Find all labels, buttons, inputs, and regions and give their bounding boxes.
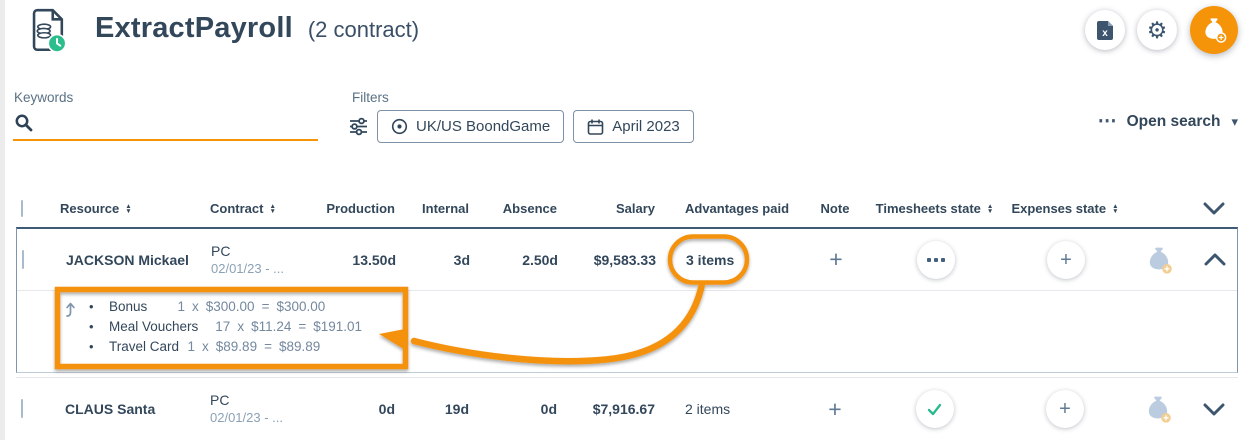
- internal-value: 3d: [453, 251, 470, 268]
- advantage-item: • Travel Card 1 x $89.89 = $89.89: [89, 339, 321, 354]
- column-header-salary: Salary: [615, 201, 655, 216]
- filter-chip-agency[interactable]: UK/US BoondGame: [377, 110, 565, 143]
- sort-icon[interactable]: ▲ ▼: [1112, 202, 1119, 215]
- add-expense-button[interactable]: +: [1047, 240, 1085, 279]
- page-edge: [0, 0, 5, 440]
- move-to-top-icon[interactable]: [63, 299, 78, 324]
- contract-type: PC: [211, 242, 231, 259]
- payroll-document-icon: [28, 7, 70, 59]
- sort-icon[interactable]: ▲ ▼: [986, 202, 994, 215]
- search-icon: [14, 113, 34, 138]
- keywords-input[interactable]: [42, 112, 307, 136]
- column-header-production: Production: [326, 201, 395, 216]
- timesheet-validated-button[interactable]: [915, 390, 954, 428]
- plus-icon: +: [1059, 398, 1071, 420]
- table-header-row: Resource ▲ ▼ Contract ▲ ▼ Production Inter…: [16, 190, 1238, 227]
- advantage-items-list: • Bonus 1 x $300.00 = $300.00 • Meal Vou…: [89, 299, 362, 354]
- open-search-label: Open search: [1126, 112, 1221, 130]
- svg-text:x: x: [1102, 28, 1108, 39]
- payroll-table: Resource ▲ ▼ Contract ▲ ▼ Production Inter…: [16, 190, 1238, 440]
- row-checkbox[interactable]: [22, 249, 24, 269]
- page-header: ExtractPayroll (2 contract): [95, 12, 419, 45]
- column-header-advantages: Advantages paid: [685, 201, 790, 216]
- check-icon: [927, 403, 942, 415]
- excel-file-icon: x: [1096, 20, 1113, 40]
- table-row[interactable]: CLAUS Santa PC 02/01/23 - ... 0d 19d 0d …: [16, 377, 1238, 440]
- filter-chips: UK/US BoondGame April 2023: [377, 110, 694, 143]
- column-header-note: Note: [820, 201, 850, 216]
- advantages-detail-panel: • Bonus 1 x $300.00 = $300.00 • Meal Vou…: [17, 290, 1237, 372]
- open-search-button[interactable]: ⋯ Open search ▾: [1098, 110, 1238, 133]
- column-header-resource[interactable]: Resource ▲ ▼: [60, 201, 132, 216]
- gear-icon: ⚙: [1146, 16, 1168, 43]
- add-note-button[interactable]: +: [828, 395, 842, 422]
- column-header-timesheets[interactable]: Timesheets state ▲ ▼: [875, 201, 994, 216]
- advantage-item: • Meal Vouchers 17 x $11.24 = $191.01: [89, 319, 363, 334]
- payroll-bag-icon[interactable]: [1127, 244, 1191, 276]
- column-header-internal: Internal: [422, 201, 469, 216]
- page-title: ExtractPayroll: [95, 12, 293, 44]
- contract-cell: PC 02/01/23 - ...: [211, 243, 324, 277]
- column-header-absence: Absence: [502, 201, 557, 216]
- filter-chip-period[interactable]: April 2023: [573, 110, 694, 143]
- advantages-paid-value[interactable]: 3 items: [686, 251, 735, 268]
- settings-button[interactable]: ⚙: [1137, 10, 1177, 50]
- filter-chip-label: UK/US BoondGame: [416, 118, 551, 135]
- more-dots-icon: [926, 257, 945, 262]
- target-icon: [391, 118, 408, 135]
- bullet-icon: •: [89, 319, 94, 334]
- absence-value: 2.50d: [522, 251, 558, 268]
- salary-value: $9,583.33: [593, 251, 656, 268]
- money-bag-icon: [1205, 18, 1227, 43]
- expand-all-chevron[interactable]: [1190, 202, 1238, 215]
- keywords-underline: [13, 139, 318, 141]
- resource-name: JACKSON Mickael: [66, 251, 189, 268]
- calendar-icon: [587, 119, 604, 135]
- ellipsis-icon: ⋯: [1097, 111, 1117, 132]
- production-value: 0d: [378, 401, 395, 417]
- page-subtitle: (2 contract): [307, 17, 420, 42]
- advantage-item: • Bonus 1 x $300.00 = $300.00: [89, 299, 326, 314]
- bullet-icon: •: [89, 339, 94, 354]
- keywords-label: Keywords: [14, 90, 74, 105]
- plus-icon: +: [1060, 248, 1072, 271]
- export-excel-button[interactable]: x: [1085, 10, 1125, 50]
- sort-icon[interactable]: ▲ ▼: [125, 202, 132, 215]
- add-expense-button[interactable]: +: [1046, 390, 1084, 428]
- row-checkbox[interactable]: [21, 399, 23, 418]
- timesheet-state-button[interactable]: [916, 240, 955, 279]
- contract-type: PC: [210, 392, 230, 408]
- column-header-contract[interactable]: Contract ▲ ▼: [210, 201, 276, 216]
- add-note-button[interactable]: +: [829, 246, 843, 272]
- absence-value: 0d: [540, 401, 557, 417]
- filter-chip-label: April 2023: [612, 118, 680, 135]
- bullet-icon: •: [89, 299, 94, 314]
- resource-name: CLAUS Santa: [65, 401, 156, 417]
- table-row[interactable]: JACKSON Mickael PC 02/01/23 - ... 13.50d…: [17, 229, 1237, 290]
- internal-value: 19d: [444, 401, 469, 417]
- select-all-checkbox[interactable]: [21, 200, 23, 217]
- salary-value: $7,916.67: [592, 401, 655, 417]
- filters-label: Filters: [352, 90, 389, 105]
- contract-period: 02/01/23 - ...: [210, 410, 283, 425]
- expanded-row-group: JACKSON Mickael PC 02/01/23 - ... 13.50d…: [16, 227, 1238, 373]
- contract-period: 02/01/23 - ...: [211, 260, 284, 276]
- payroll-bag-icon[interactable]: [1126, 393, 1190, 425]
- expand-row-chevron[interactable]: [1190, 403, 1238, 416]
- sort-icon[interactable]: ▲ ▼: [269, 202, 276, 215]
- production-value: 13.50d: [352, 251, 396, 268]
- collapse-row-chevron[interactable]: [1191, 253, 1239, 266]
- chevron-down-icon: ▾: [1231, 113, 1238, 129]
- column-header-expenses[interactable]: Expenses state ▲ ▼: [1011, 201, 1119, 216]
- filter-tune-icon[interactable]: [348, 116, 369, 142]
- payroll-action-button[interactable]: [1190, 6, 1238, 54]
- advantages-paid-value[interactable]: 2 items: [685, 401, 731, 417]
- contract-cell: PC 02/01/23 - ...: [210, 392, 323, 426]
